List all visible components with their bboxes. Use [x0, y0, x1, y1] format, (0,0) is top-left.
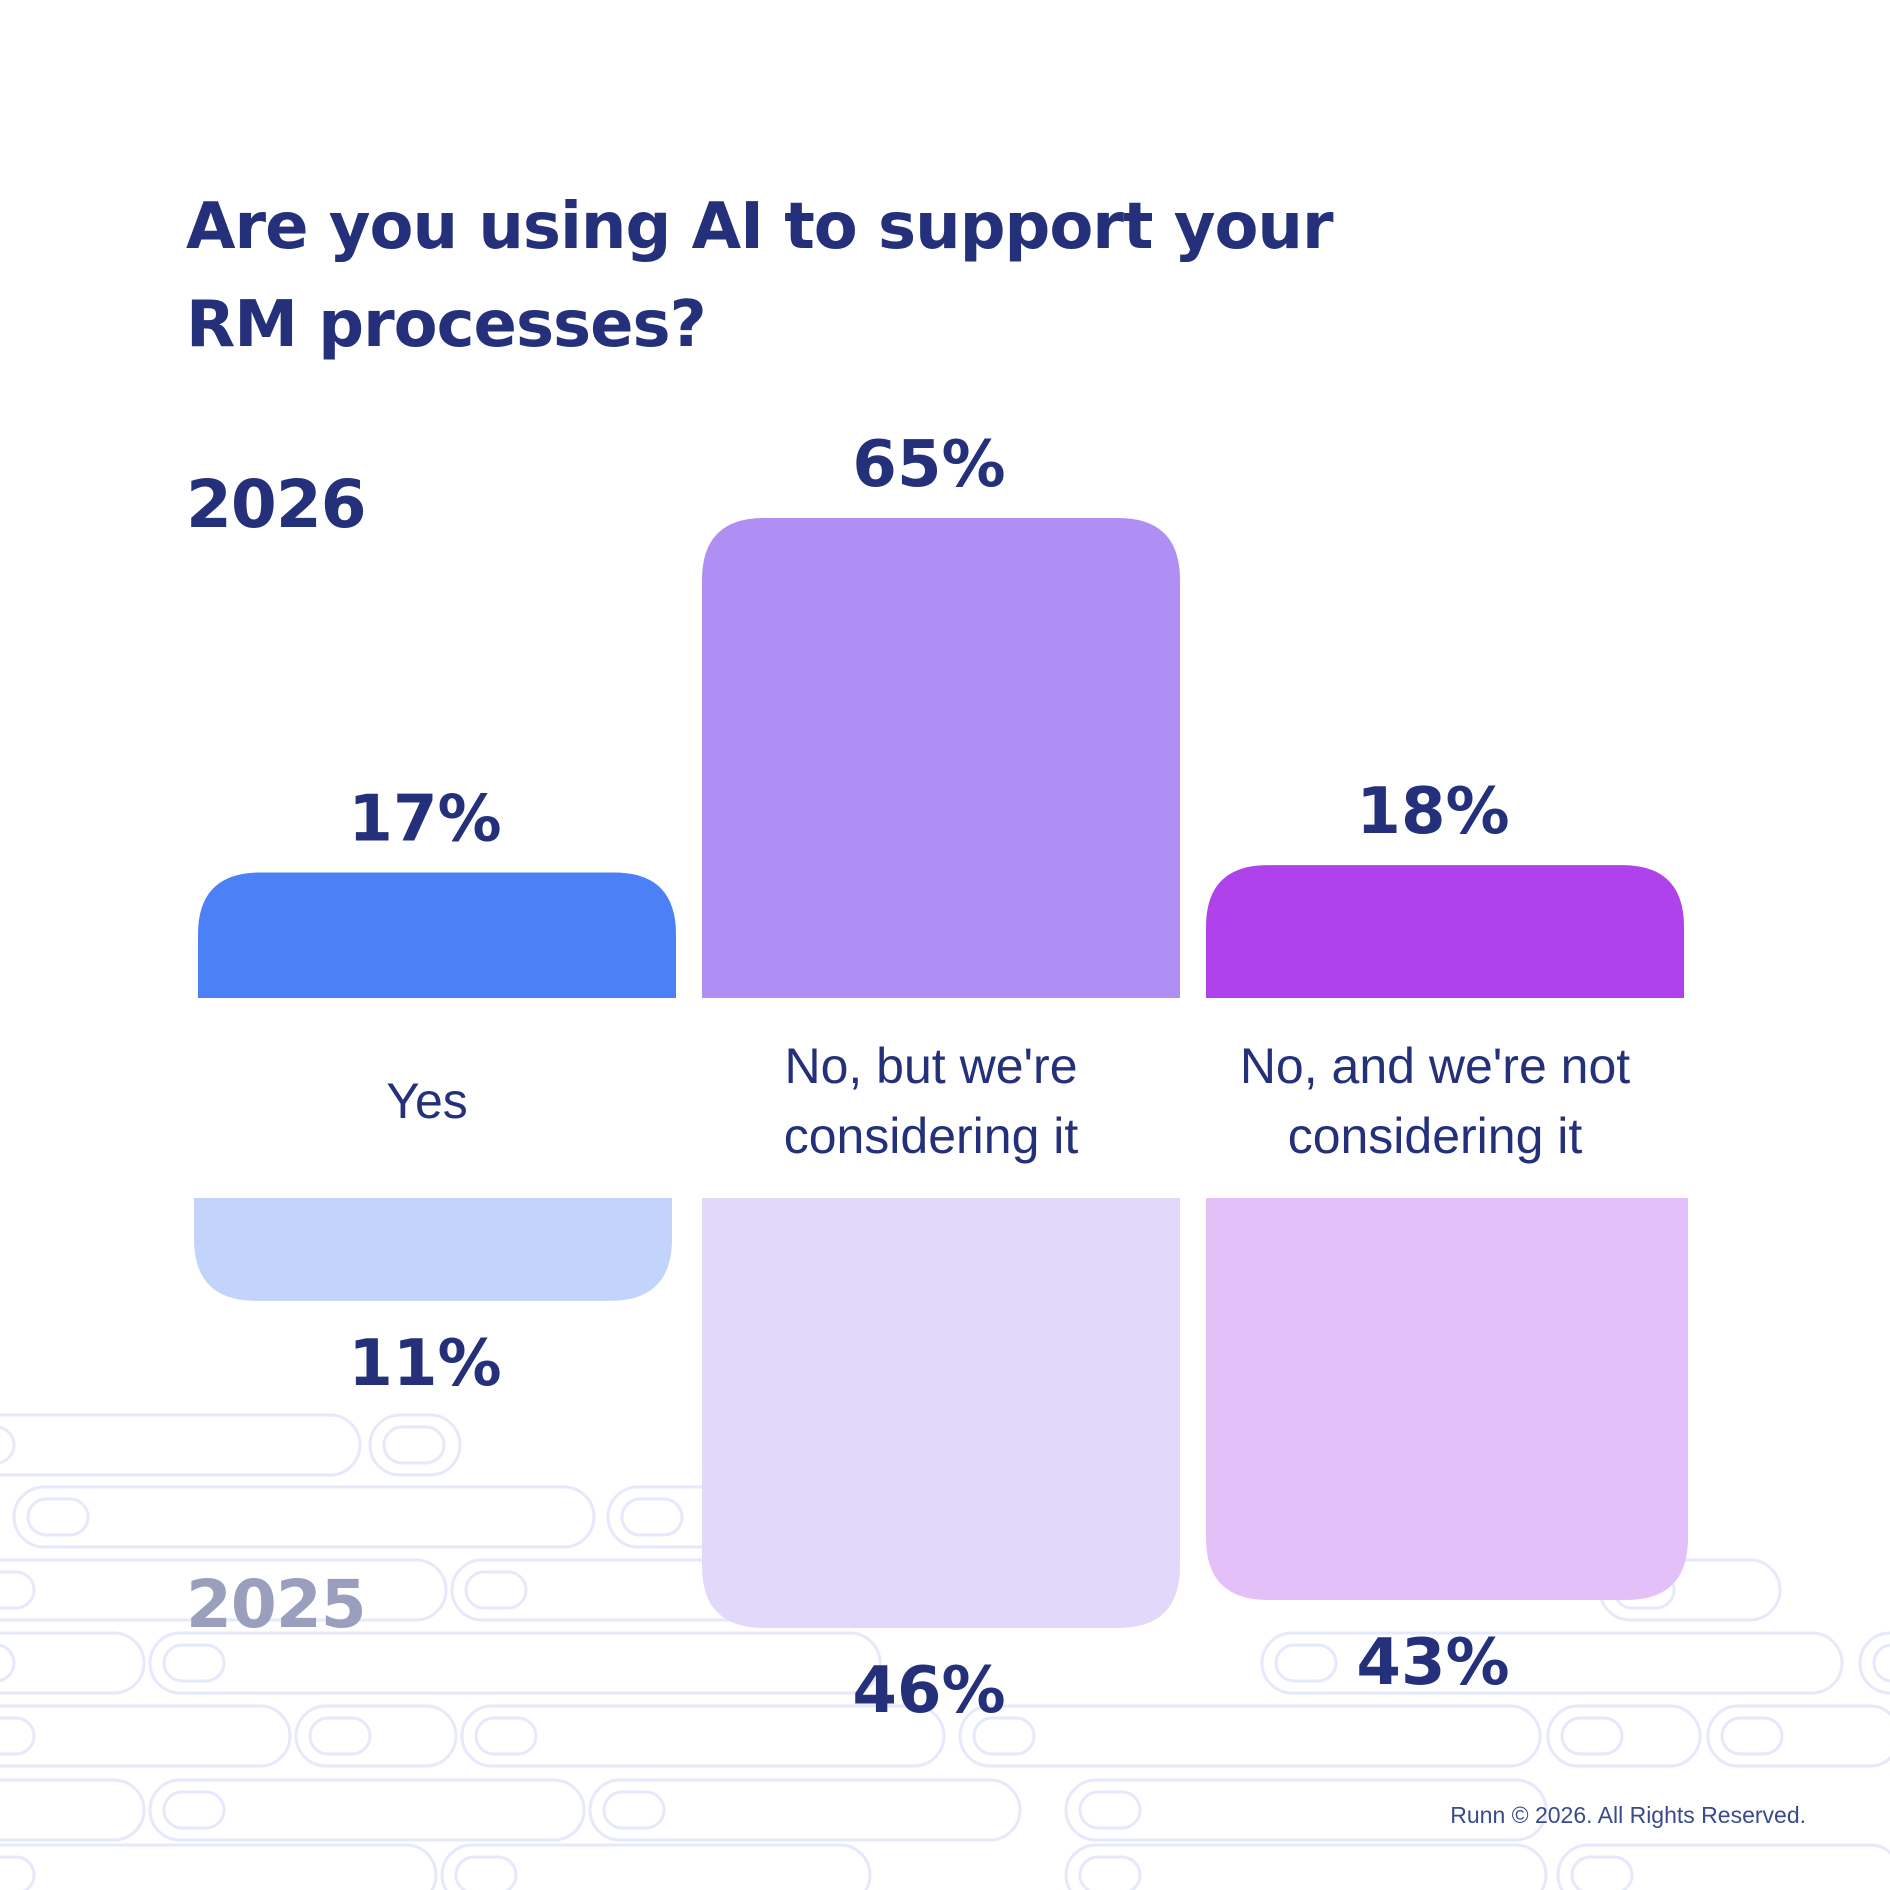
- copyright-footer: Runn © 2026. All Rights Reserved.: [1450, 1802, 1806, 1828]
- bar-2025-3: [1206, 1198, 1688, 1600]
- value-label-2025-1: 11%: [348, 1327, 501, 1401]
- chart-title: Are you using AI to support your RM proc…: [186, 190, 1334, 362]
- value-label-2026-3: 18%: [1356, 775, 1509, 849]
- value-label-2026-2: 65%: [852, 428, 1005, 502]
- value-label-2026-1: 17%: [348, 782, 501, 856]
- series-label-2025: 2025: [186, 1566, 367, 1643]
- series-label-2026: 2026: [186, 466, 367, 543]
- category-label-1: Yes: [386, 1073, 468, 1129]
- bar-2025-2: [702, 1198, 1180, 1628]
- bar-2026-1: [198, 872, 676, 998]
- value-label-2025-3: 43%: [1356, 1626, 1509, 1700]
- value-label-2025-2: 46%: [852, 1654, 1005, 1728]
- category-label-3: No, and we're not considering it: [1240, 1038, 1630, 1164]
- bar-2025-1: [194, 1198, 672, 1301]
- bar-2026-3: [1206, 865, 1684, 998]
- category-label-2: No, but we're considering it: [784, 1038, 1079, 1164]
- bar-2026-2: [702, 518, 1180, 998]
